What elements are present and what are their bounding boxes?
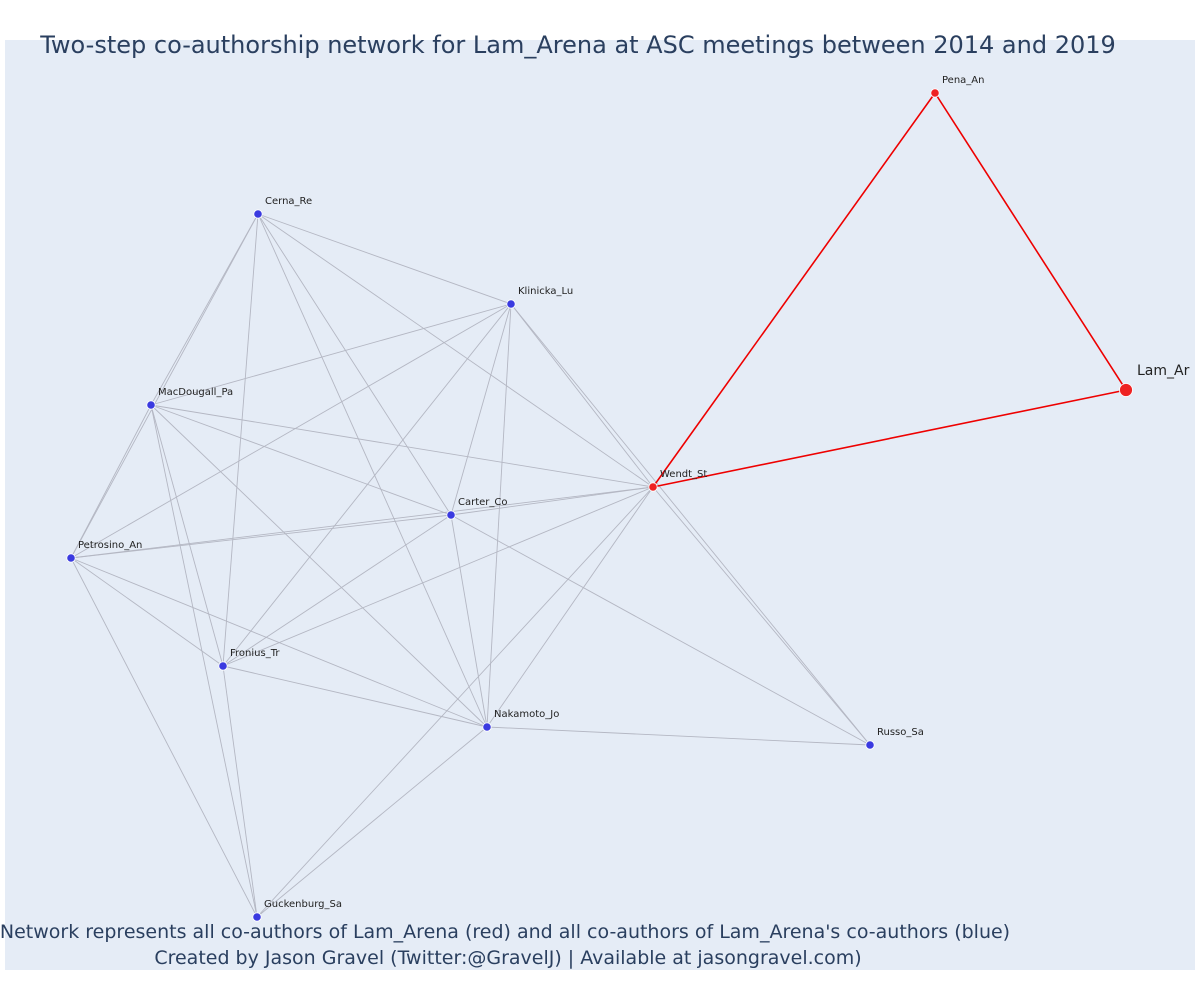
node-Guckenburg_Sa[interactable] (252, 912, 262, 922)
edge-Carter_Co-Fronius_Tr (222, 514, 452, 667)
edge-Fronius_Tr-Nakamoto_Jo (222, 665, 488, 728)
edge-Klinicka_Lu-Nakamoto_Jo (486, 303, 512, 728)
edge-MacDougall_Pa-Fronius_Tr (150, 404, 224, 667)
edge-MacDougall_Pa-Nakamoto_Jo (150, 404, 488, 728)
edge-MacDougall_Pa-Guckenburg_Sa (150, 404, 258, 918)
edge-Lam_Ar-Wendt_St (652, 389, 1127, 488)
node-Fronius_Tr[interactable] (218, 661, 228, 671)
edge-MacDougall_Pa-Petrosino_An (70, 404, 152, 559)
edge-Nakamoto_Jo-Russo_Sa (486, 726, 871, 746)
edge-MacDougall_Pa-Wendt_St (150, 404, 654, 488)
edge-Cerna_Re-Wendt_St (257, 213, 654, 488)
node-label-Pena_An: Pena_An (942, 75, 984, 86)
edge-Cerna_Re-Fronius_Tr (222, 213, 259, 667)
footnote-line-2: Created by Jason Gravel (Twitter:@Gravel… (154, 947, 861, 969)
node-Carter_Co[interactable] (446, 510, 456, 520)
node-Russo_Sa[interactable] (865, 740, 875, 750)
edge-Cerna_Re-Carter_Co (257, 213, 452, 516)
node-Petrosino_An[interactable] (66, 553, 76, 563)
node-label-Wendt_St: Wendt_St (660, 469, 707, 480)
edge-Klinicka_Lu-Fronius_Tr (222, 303, 512, 667)
edge-Wendt_St-Guckenburg_Sa (256, 486, 654, 918)
edge-Lam_Ar-Pena_An (934, 92, 1127, 391)
edge-Fronius_Tr-Guckenburg_Sa (222, 665, 258, 918)
edge-Klinicka_Lu-MacDougall_Pa (150, 303, 512, 406)
edge-Carter_Co-Wendt_St (450, 486, 654, 516)
node-label-Russo_Sa: Russo_Sa (877, 727, 924, 738)
edge-Nakamoto_Jo-Guckenburg_Sa (256, 726, 488, 918)
node-Nakamoto_Jo[interactable] (482, 722, 492, 732)
node-label-Guckenburg_Sa: Guckenburg_Sa (264, 899, 342, 910)
footnote-line-1: Network represents all co-authors of Lam… (0, 921, 1010, 943)
edge-Cerna_Re-Nakamoto_Jo (257, 213, 488, 728)
edge-Klinicka_Lu-Wendt_St (510, 303, 654, 488)
node-label-Nakamoto_Jo: Nakamoto_Jo (494, 709, 559, 720)
node-Lam_Ar[interactable] (1119, 383, 1133, 397)
node-Wendt_St[interactable] (648, 482, 658, 492)
edge-Pena_An-Wendt_St (652, 92, 936, 488)
node-label-Petrosino_An: Petrosino_An (78, 540, 142, 551)
edge-Cerna_Re-MacDougall_Pa (150, 213, 259, 406)
edge-Wendt_St-Russo_Sa (652, 486, 871, 746)
edge-Carter_Co-Petrosino_An (70, 514, 452, 559)
node-layer (66, 88, 1133, 922)
node-label-Carter_Co: Carter_Co (458, 497, 508, 508)
node-Pena_An[interactable] (930, 88, 940, 98)
edge-Carter_Co-Nakamoto_Jo (450, 514, 488, 728)
node-label-Lam_Ar: Lam_Ar (1137, 363, 1190, 379)
edge-MacDougall_Pa-Carter_Co (150, 404, 452, 516)
edge-Klinicka_Lu-Russo_Sa (510, 303, 871, 746)
node-label-Klinicka_Lu: Klinicka_Lu (518, 286, 573, 297)
edge-Petrosino_An-Wendt_St (70, 486, 654, 559)
node-Cerna_Re[interactable] (253, 209, 263, 219)
edge-Fronius_Tr-Wendt_St (222, 486, 654, 667)
edge-Klinicka_Lu-Carter_Co (450, 303, 512, 516)
edge-layer (70, 92, 1127, 918)
plot-background (5, 40, 1195, 970)
chart-title: Two-step co-authorship network for Lam_A… (39, 31, 1116, 59)
label-layer: Lam_Ar Pena_An Wendt_St Cerna_Re Klinicka_Lu… (78, 75, 1190, 910)
edge-Cerna_Re-Petrosino_An (70, 213, 259, 559)
edge-Carter_Co-Russo_Sa (450, 514, 871, 746)
node-label-Cerna_Re: Cerna_Re (265, 196, 312, 207)
node-Klinicka_Lu[interactable] (506, 299, 516, 309)
node-label-MacDougall_Pa: MacDougall_Pa (158, 387, 233, 398)
edge-Petrosino_An-Guckenburg_Sa (70, 557, 258, 918)
edge-Cerna_Re-Klinicka_Lu (257, 213, 512, 305)
edge-Nakamoto_Jo-Wendt_St (486, 486, 654, 728)
node-MacDougall_Pa[interactable] (146, 400, 156, 410)
edge-Klinicka_Lu-Petrosino_An (70, 303, 512, 559)
node-label-Fronius_Tr: Fronius_Tr (230, 648, 280, 659)
edge-Petrosino_An-Fronius_Tr (70, 557, 224, 667)
